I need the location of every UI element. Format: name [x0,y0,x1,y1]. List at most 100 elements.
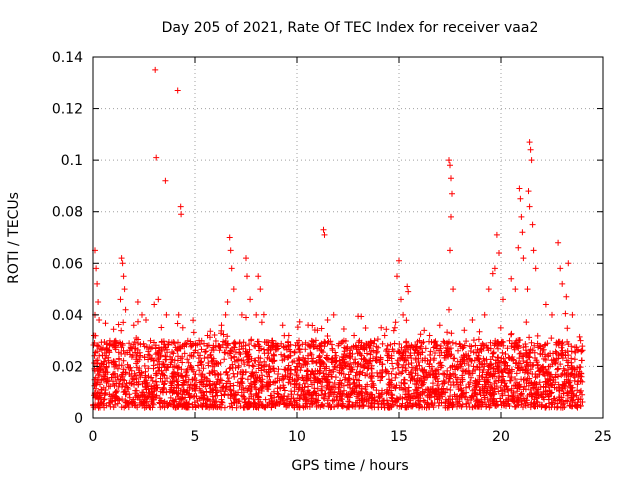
data-point [208,355,215,361]
data-point [510,357,517,364]
data-point [427,348,434,355]
data-point [118,255,125,262]
data-point [201,355,208,362]
data-point [414,365,421,372]
data-point [116,380,123,387]
data-point [547,382,554,389]
data-point [120,347,127,354]
data-point [106,399,113,406]
data-point [559,370,566,377]
data-point [448,213,454,220]
data-point [329,355,336,362]
data-point [396,403,403,410]
data-point [553,356,560,363]
data-point [323,371,330,378]
data-point [438,362,445,369]
data-point [147,356,154,363]
data-point [464,396,471,403]
data-point [508,275,515,282]
data-point [401,356,407,363]
data-point [134,346,141,353]
data-point [117,296,124,303]
data-point [469,368,476,375]
data-point [346,350,353,357]
data-point [111,382,118,389]
data-point [470,349,477,356]
data-point [346,363,353,370]
data-point [492,340,499,347]
data-point [236,340,243,347]
data-point [132,387,139,394]
data-point [284,367,291,374]
data-point [495,345,501,352]
data-point [175,372,182,378]
data-point [463,384,469,391]
data-point [227,364,234,371]
data-point [167,401,174,408]
data-point [493,383,500,390]
data-point [379,361,386,368]
data-point [252,379,259,386]
data-point [493,231,500,238]
data-point [513,402,520,409]
data-point [211,381,218,388]
data-point [168,382,175,389]
data-point [214,379,221,385]
data-point [548,389,555,396]
data-point [130,322,137,329]
data-point [555,239,562,246]
data-point [222,311,229,318]
data-point [120,366,127,373]
data-point [340,371,347,377]
data-point [93,379,100,386]
data-point [498,369,505,376]
data-point [429,386,436,393]
data-point [362,386,369,393]
data-point [157,404,164,411]
data-point [216,347,223,354]
data-point [231,373,238,380]
data-point [230,286,237,293]
data-point [205,377,211,384]
data-point [545,352,552,359]
data-point [436,322,443,329]
data-point [367,374,374,381]
data-point [178,396,185,403]
data-point [371,397,378,404]
data-point [362,325,369,331]
data-point [525,382,532,389]
data-point [267,392,274,399]
data-point [468,374,474,381]
data-point [318,387,325,394]
data-point [374,348,381,355]
data-point [294,391,301,398]
data-point [502,351,509,357]
data-point [187,340,194,347]
data-point [485,363,492,370]
data-point [264,373,271,380]
data-point [534,373,541,380]
data-point [520,404,526,411]
data-point [241,395,248,401]
data-point [296,384,303,391]
data-point [496,364,503,371]
data-point [370,380,377,387]
data-point [196,395,203,402]
data-point [512,403,519,410]
data-point [381,332,388,339]
data-point [230,382,237,389]
data-point [258,402,265,409]
data-point [518,398,525,405]
data-point [500,399,507,406]
data-point [338,364,345,371]
data-point [168,356,175,363]
data-point [384,388,391,395]
data-point [243,255,249,262]
data-point [143,317,149,323]
data-point [397,355,404,362]
data-point [417,345,423,352]
data-point [493,357,499,364]
data-point [404,283,411,290]
data-point [528,399,535,406]
data-point [547,390,554,397]
